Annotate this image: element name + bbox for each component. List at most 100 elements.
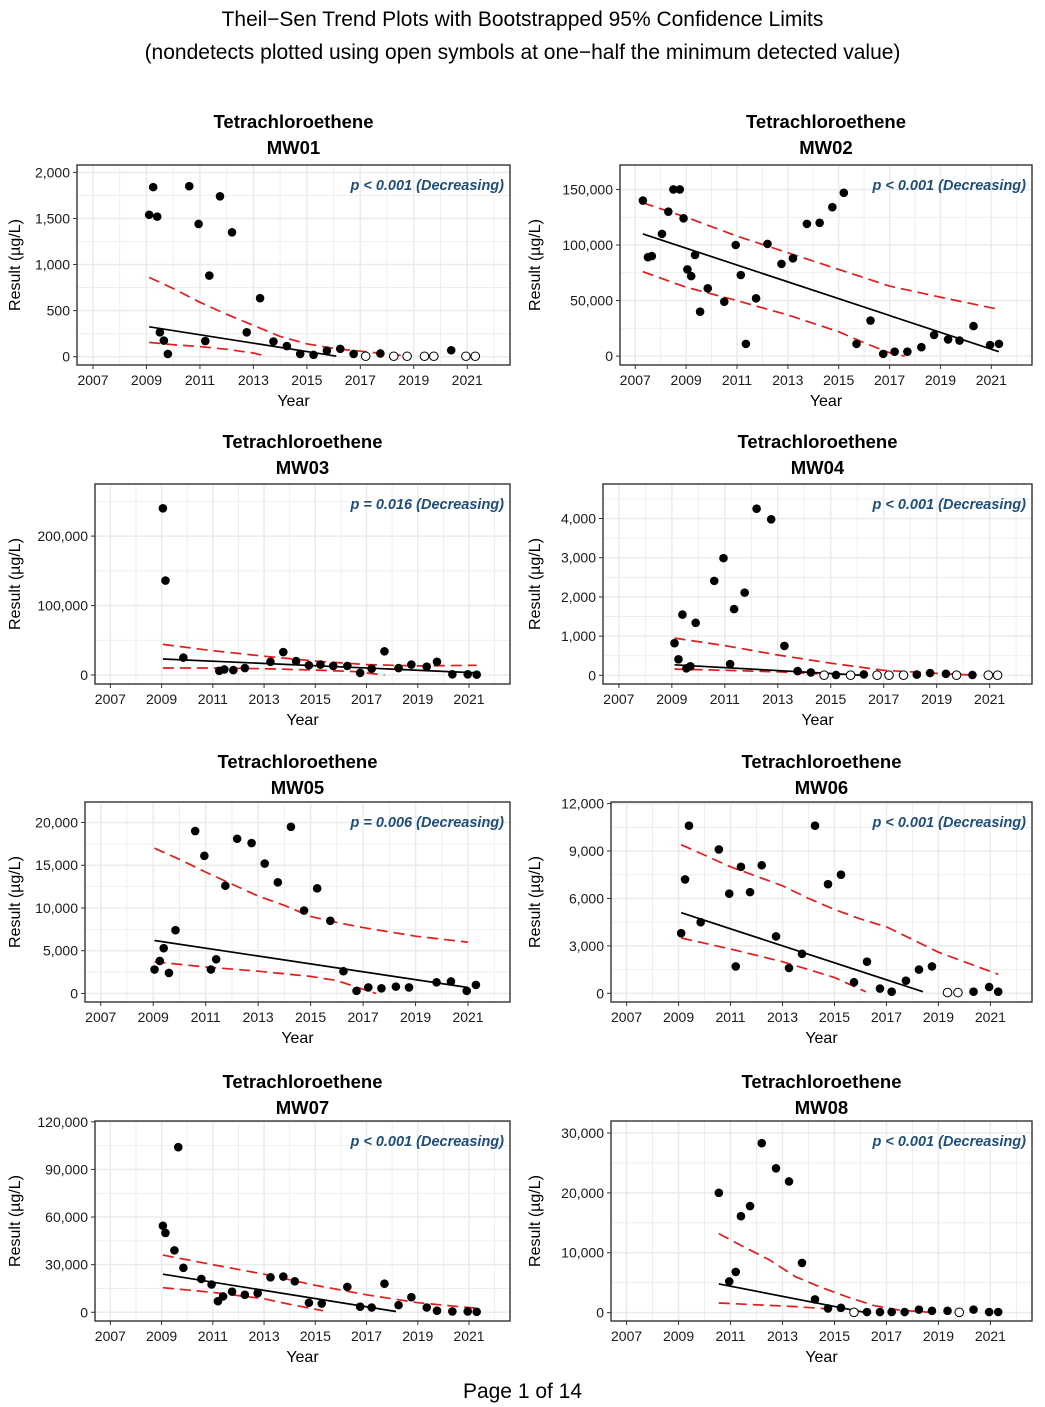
panel-title: Tetrachloroethene (222, 1071, 382, 1092)
detect-point (472, 670, 481, 679)
x-tick-label: 2017 (871, 1328, 902, 1344)
detect-point (422, 662, 432, 671)
upper-confidence-limit (148, 276, 406, 357)
detect-point (823, 1304, 833, 1313)
x-tick-label: 2013 (248, 691, 279, 707)
detect-point (339, 966, 348, 976)
detect-point (695, 307, 705, 316)
detect-point (240, 1290, 250, 1300)
nondetect-point (992, 670, 1003, 680)
plot-border (610, 801, 1033, 1003)
y-tick-label: 3,000 (569, 938, 604, 954)
detect-point (859, 670, 869, 679)
x-tick-label: 2019 (923, 1328, 954, 1344)
plot-border (84, 801, 511, 1003)
x-tick-label: 2009 (671, 372, 702, 388)
nondetect-point (983, 670, 994, 680)
detect-point (757, 860, 767, 870)
detect-point (669, 185, 678, 194)
detect-point (684, 821, 694, 831)
detect-point (144, 210, 154, 220)
detect-point (714, 845, 724, 854)
theil-sen-trend-line (154, 939, 469, 989)
detect-point (647, 251, 657, 261)
panel-well-id: MW03 (276, 457, 329, 478)
plot-border (610, 1120, 1033, 1322)
detect-point (969, 987, 978, 997)
x-axis-label: Year (810, 393, 843, 410)
detect-point (736, 862, 746, 872)
panel-title: Tetrachloroethene (737, 431, 897, 452)
detect-point (377, 984, 386, 993)
detect-point (367, 1303, 376, 1312)
detect-point (200, 336, 210, 346)
y-axis-label: Result (µg/L) (527, 856, 544, 948)
detect-point (691, 618, 700, 628)
detect-point (158, 1221, 168, 1231)
x-tick-label: 2019 (921, 691, 952, 707)
detect-point (407, 660, 416, 669)
detect-point (184, 181, 194, 191)
y-axis-label: Result (µg/L) (7, 219, 24, 311)
panel-title: Tetrachloroethene (741, 751, 901, 772)
detect-point (471, 980, 481, 990)
detect-point (731, 962, 741, 971)
detect-point (159, 943, 169, 953)
detect-point (806, 668, 816, 677)
x-tick-label: 2015 (823, 372, 854, 388)
detect-point (674, 654, 683, 664)
detect-point (862, 1307, 872, 1317)
y-tick-label: 0 (596, 985, 604, 1001)
detect-point (446, 977, 456, 986)
x-tick-label: 2015 (819, 1328, 850, 1344)
y-axis-label: Result (µg/L) (527, 538, 544, 630)
detect-point (815, 218, 824, 228)
grid (611, 802, 1032, 1002)
y-tick-label: 90,000 (45, 1161, 88, 1177)
y-tick-label: 1,000 (561, 628, 596, 644)
panel-well-id: MW01 (267, 137, 320, 158)
detect-point (380, 1279, 389, 1288)
detect-point (766, 514, 776, 524)
x-tick-label: 2013 (772, 372, 803, 388)
detect-point (286, 822, 296, 832)
detect-point (349, 349, 358, 359)
detect-point (463, 1307, 473, 1316)
plot-border (94, 483, 511, 685)
x-axis-label: Year (286, 712, 319, 729)
detect-point (740, 588, 749, 597)
x-tick-label: 2007 (620, 372, 651, 388)
detect-point (391, 982, 401, 991)
detect-point (148, 182, 158, 192)
detect-point (247, 838, 256, 848)
x-tick-label: 2007 (85, 1009, 116, 1025)
detect-point (686, 662, 695, 671)
detect-point (875, 984, 885, 993)
x-tick-label: 2009 (663, 1009, 694, 1025)
detect-point (890, 347, 899, 356)
detect-point (309, 350, 318, 360)
detect-point (836, 870, 846, 880)
detect-point (200, 851, 209, 861)
detect-point (325, 916, 335, 926)
detect-point (335, 344, 345, 354)
x-tick-label: 2011 (715, 1328, 745, 1344)
y-tick-label: 0 (605, 348, 613, 364)
detect-point (404, 983, 414, 992)
detect-point (227, 1287, 237, 1296)
detect-point (828, 202, 837, 212)
detect-point (312, 884, 322, 893)
detect-point (914, 965, 924, 974)
page-number: Page 1 of 14 (462, 1380, 583, 1403)
detect-point (901, 976, 911, 985)
x-tick-label: 2021 (975, 1328, 1006, 1344)
nondetect-point (819, 670, 829, 680)
detect-point (158, 504, 168, 513)
nondetect-point (402, 351, 412, 362)
detect-point (878, 349, 888, 359)
detect-point (993, 987, 1003, 997)
detect-point (367, 664, 376, 674)
x-axis-label: Year (805, 1030, 838, 1047)
